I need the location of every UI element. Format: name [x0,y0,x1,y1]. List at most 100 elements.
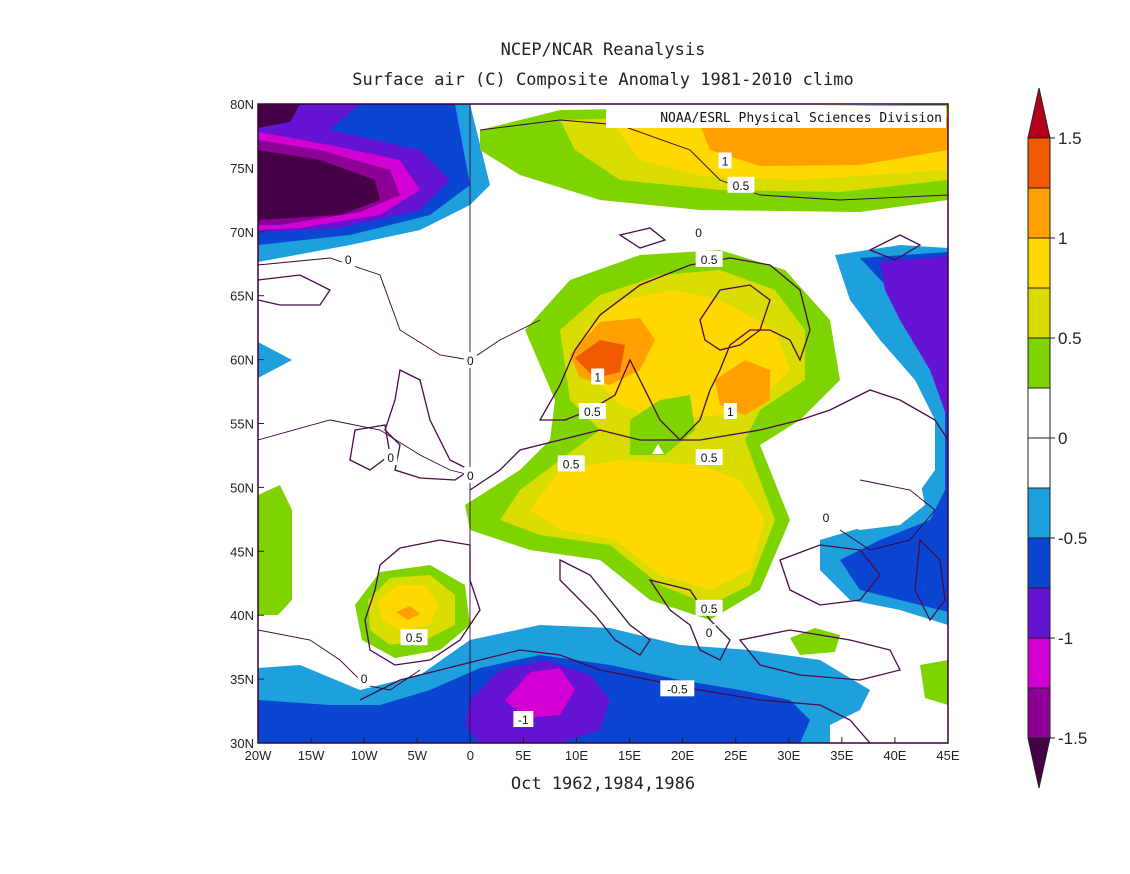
lon-tick-label: 5W [407,748,427,763]
coast-continent [469,389,948,491]
lon-tick-label: 20W [245,748,272,763]
coast-britain [384,369,472,481]
colorbar-label: 1.5 [1058,129,1082,148]
lon-tick-label: 15E [618,748,641,763]
colorbar-label: -1 [1058,629,1073,648]
contour-label-bg [718,152,732,169]
contour-label: 0 [387,451,394,465]
contour-label: 0.5 [701,253,718,267]
credit-box [606,106,946,128]
time-label: Oct 1962,1984,1986 [510,774,696,794]
colorbar-top-arrow [1027,87,1051,139]
warm-region-europe-yellow-south [530,460,765,590]
contour-label-bg [695,250,723,267]
lon-tick-label: 5E [515,748,531,763]
contour-label-bg [727,176,755,193]
warm-gap-white [652,444,664,454]
contour-label-bg [578,402,606,419]
contour-label-bg [463,466,477,483]
credit-text: NOAA/ESRL Physical Sciences Division [660,111,942,126]
contour-label-bg [357,670,371,687]
colorbar-label: 0 [1058,429,1067,448]
warm-region-scandinavia-core [575,340,625,378]
contour-label-bg [557,455,585,472]
contour-label-bg [695,449,723,466]
coast-blacksea [779,544,881,606]
coast-anatolia [738,629,901,681]
contour-label: 0 [706,626,713,640]
contour-label: 0 [467,469,474,483]
cold-region-northwest-core [258,150,380,220]
lon-tick-label: 10W [351,748,378,763]
lon-tick-label: 25E [724,748,747,763]
warm-strip-west [258,485,292,615]
contour-label-bg [660,680,695,697]
colorbar-segment [1027,537,1051,589]
coast-caspian [914,538,946,622]
contour-label-bg [513,710,534,727]
lon-tick-label: 0 [467,748,474,763]
lat-tick-label: 80N [230,97,254,112]
lon-axis: 20W 15W 10W 5W 0 5E 10E 15E 20E 25E 30E 35E 40E 45E [245,737,960,763]
contour-label-bg [591,368,605,385]
contour-label: 0 [361,672,368,686]
colorbar-bottom-arrow [1027,737,1051,789]
colorbar-segment [1027,587,1051,639]
warm-region-iberia-orange [396,606,420,620]
coast-ireland [349,424,391,471]
colorbar-segment [1027,287,1051,339]
colorbar-segment [1027,187,1051,239]
coast-svalbard [618,227,667,249]
contour-label: -1 [518,713,529,727]
contour-label: 0.5 [563,457,580,471]
lat-tick-label: 70N [230,225,254,240]
contour-lines [258,104,948,743]
contour-label: 0 [823,511,830,525]
cold-band-south-magenta [505,668,575,718]
coast-italy [559,558,651,656]
warm-pocket-east [920,660,948,705]
lat-tick-label: 55N [230,417,254,432]
colorbar-segment [1027,137,1051,189]
colorbar-segment [1027,337,1051,389]
contour-label-bg [463,351,477,368]
lon-tick-label: 10E [565,748,588,763]
lon-tick-label: 45E [936,748,959,763]
coast-iceland [258,274,331,306]
contour-label-bg [384,449,398,466]
colorbar-label: 1 [1058,229,1067,248]
cold-region-east-white-gap [830,470,925,530]
contour-label-bg [702,624,716,641]
contour-label: 0 [345,253,352,267]
coast-scandinavia [538,257,811,441]
contour-label: 0.5 [406,631,423,645]
contour-label: 1 [722,155,729,169]
lat-tick-label: 30N [230,736,254,751]
chart-title: NCEP/NCAR Reanalysis [500,40,706,60]
contour-label-bg [400,629,428,646]
colorbar-segment [1027,387,1051,439]
lat-tick-label: 50N [230,480,254,495]
coast-novayazemlya [868,234,922,261]
contour-label: 1 [594,370,601,384]
contour-label: 0.5 [701,451,718,465]
contour-label: 0.5 [584,405,601,419]
lon-tick-label: 40E [883,748,906,763]
colorbar-segment [1027,487,1051,539]
anomaly-field [258,104,948,743]
lon-tick-label: 30E [777,748,800,763]
lat-tick-label: 75N [230,161,254,176]
colorbar-label: -1.5 [1058,729,1087,748]
contour-labels: 1 0.5 0 0.5 0 0 1 0.5 1 0.5 0.5 0 0 0 0.5 0 0.5 0 -0.5 -1 [341,152,833,727]
lon-tick-label: 20E [671,748,694,763]
lon-tick-label: 35E [830,748,853,763]
lat-tick-label: 40N [230,608,254,623]
colorbar-segment [1027,637,1051,689]
warm-pocket-anatolia [790,628,840,655]
colorbar-segment [1027,437,1051,489]
cold-region-east-violet [880,256,948,420]
cold-pocket-west [258,342,292,378]
contour-label: -0.5 [667,682,688,696]
contour-label: 1 [727,405,734,419]
